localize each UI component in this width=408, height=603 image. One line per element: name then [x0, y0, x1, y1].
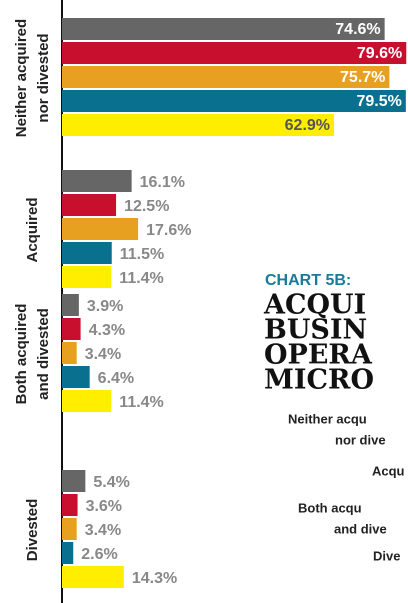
category-label: nor divested: [35, 33, 52, 122]
bar: [62, 218, 139, 240]
bar: [62, 266, 112, 288]
category-label: Acquired: [24, 197, 41, 262]
legend-text: and dive: [334, 521, 387, 536]
bar: [62, 342, 77, 364]
bar: [62, 242, 112, 264]
bar: [62, 518, 77, 540]
value-label: 79.6%: [357, 45, 402, 62]
bar: [62, 170, 132, 192]
bar: [62, 494, 78, 516]
chart-title-line: BUSIN: [264, 315, 367, 346]
bar: [62, 294, 79, 316]
bar: [62, 566, 124, 588]
value-label: 5.4%: [93, 474, 129, 491]
value-label: 3.4%: [85, 522, 121, 539]
category-label: Both acquired: [13, 304, 30, 405]
legend-text: Both acqu: [298, 500, 362, 515]
value-label: 16.1%: [140, 174, 185, 191]
legend-text: nor dive: [335, 432, 386, 447]
bar: [62, 390, 112, 412]
value-label: 14.3%: [132, 570, 177, 587]
value-label: 3.4%: [85, 346, 121, 363]
bar: [62, 90, 406, 112]
value-label: 11.5%: [120, 246, 164, 263]
value-label: 3.6%: [86, 498, 122, 515]
bar: [62, 194, 117, 216]
chart-title-line: ACQUI: [263, 290, 366, 321]
bar: [62, 542, 74, 564]
category-label: and divested: [35, 308, 52, 400]
legend-text: Dive: [373, 548, 400, 563]
bar: [62, 42, 407, 64]
chart-title-line: MICRO: [264, 365, 374, 396]
bar: [62, 318, 81, 340]
value-label: 2.6%: [81, 546, 117, 563]
bar: [62, 18, 385, 40]
category-label: Divested: [24, 499, 41, 562]
value-label: 79.5%: [356, 93, 401, 110]
value-label: 3.9%: [87, 298, 123, 315]
value-label: 17.6%: [146, 222, 191, 239]
bar: [62, 66, 390, 88]
value-label: 11.4%: [119, 394, 163, 411]
bar: [62, 470, 86, 492]
value-label: 75.7%: [340, 69, 385, 86]
legend-text: Neither acqu: [288, 411, 367, 426]
value-label: 11.4%: [119, 270, 163, 287]
bar: [62, 366, 90, 388]
legend-text: Acqu: [372, 463, 405, 478]
bar: [62, 114, 335, 136]
chart-kicker: CHART 5B:: [265, 272, 351, 289]
value-label: 62.9%: [285, 117, 330, 134]
value-label: 6.4%: [98, 370, 134, 387]
value-label: 12.5%: [124, 198, 169, 215]
value-label: 4.3%: [89, 322, 125, 339]
chart-title-line: OPERA: [264, 340, 373, 371]
category-label: Neither acquired: [13, 19, 30, 137]
value-label: 74.6%: [335, 21, 380, 38]
